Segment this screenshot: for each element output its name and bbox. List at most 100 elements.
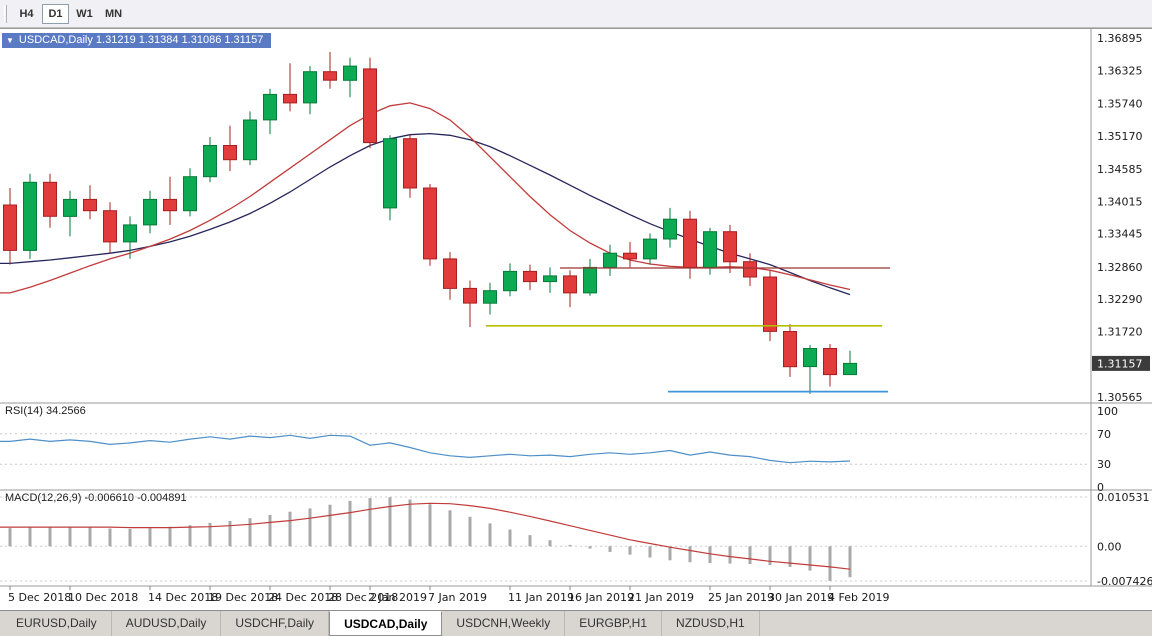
candle-down <box>323 51 337 89</box>
candle-down <box>763 270 777 342</box>
macd-histogram-bar <box>308 508 312 547</box>
macd-histogram-bar <box>108 528 112 547</box>
candle-up <box>603 244 617 276</box>
macd-histogram-bar <box>528 535 532 547</box>
candle-up <box>663 207 677 248</box>
separators <box>0 29 1152 587</box>
price-axis-label: 1.31720 <box>1097 326 1143 339</box>
chart-tab-eurgbp-h1[interactable]: EURGBP,H1 <box>565 611 663 636</box>
candle-up <box>183 168 197 217</box>
chart-tab-usdcad-daily[interactable]: USDCAD,Daily <box>329 611 443 636</box>
candle-up <box>143 190 157 234</box>
macd-histogram-bar <box>328 504 332 547</box>
candle-up <box>23 173 37 259</box>
current-price-text: 1.31157 <box>1097 357 1143 370</box>
macd-histogram-bar <box>228 521 232 547</box>
chart-canvas[interactable]: 1.36895 1.36325 1.35740 1.35170 1.34585 1.340… <box>0 29 1152 611</box>
macd-histogram-bar <box>268 515 272 547</box>
macd-histogram-bar <box>708 546 712 564</box>
candle-down <box>523 264 537 291</box>
macd-signal-line <box>0 502 851 570</box>
one-click-trading-arrow-icon[interactable]: ▼ <box>6 36 14 45</box>
macd-histogram-bar <box>568 544 572 547</box>
macd-histogram-bar <box>768 546 772 565</box>
macd-histogram-bar <box>288 511 292 547</box>
rsi-axis-label: 70 <box>1097 428 1111 441</box>
timeframe-button-h4[interactable]: H4 <box>13 4 40 24</box>
macd-histogram-bar <box>188 525 192 547</box>
price-axis-label: 1.33445 <box>1097 228 1143 241</box>
price-axis[interactable]: 1.36895 1.36325 1.35740 1.35170 1.34585 1.340… <box>1097 32 1143 404</box>
chart-tab-bar: EURUSD,Daily AUDUSD,Daily USDCHF,Daily USDC… <box>0 610 1152 636</box>
candle-down <box>103 202 117 254</box>
chart-tab-usdcnh-weekly[interactable]: USDCNH,Weekly <box>442 611 566 636</box>
macd-axis-label: 0.00 <box>1097 540 1122 553</box>
candle-down <box>823 344 837 387</box>
candle-down <box>43 173 57 228</box>
price-axis-label: 1.35170 <box>1097 130 1143 143</box>
candle-up <box>803 345 817 394</box>
macd-histogram-bar <box>348 500 352 547</box>
macd-histogram-bar <box>28 527 32 547</box>
macd-histogram-bar <box>68 526 72 547</box>
chart-tab-eurusd-daily[interactable]: EURUSD,Daily <box>2 611 112 636</box>
timeframe-toolbar: H4 D1 W1 MN <box>0 0 1152 28</box>
macd-histogram-bar <box>388 497 392 547</box>
candle-up <box>343 57 357 98</box>
date-axis-label: 16 Jan 2019 <box>568 591 634 604</box>
rsi-panel: 100 70 30 0 <box>0 405 1118 494</box>
chart-tab-nzdusd-h1[interactable]: NZDUSD,H1 <box>662 611 760 636</box>
rsi-axis-label: 0 <box>1097 481 1104 494</box>
macd-histogram-bar <box>548 540 552 547</box>
price-axis-label: 1.32860 <box>1097 261 1143 274</box>
candle-up <box>843 350 857 376</box>
date-axis-label: 19 Dec 2018 <box>208 591 278 604</box>
rsi-indicator-label: RSI(14) 34.2566 <box>5 405 86 417</box>
timeframe-button-d1[interactable]: D1 <box>42 3 69 24</box>
candle-down <box>623 241 637 268</box>
macd-histogram-bar <box>728 546 732 564</box>
date-axis-label: 14 Dec 2018 <box>148 591 218 604</box>
price-axis-label: 1.32290 <box>1097 293 1143 306</box>
main-price-chart <box>0 51 890 394</box>
timeframe-button-mn[interactable]: MN <box>100 4 127 24</box>
chart-tab-usdchf-daily[interactable]: USDCHF,Daily <box>221 611 330 636</box>
macd-histogram-bar <box>648 546 652 558</box>
rsi-axis-label: 100 <box>1097 405 1118 418</box>
candle-down <box>363 57 377 149</box>
macd-histogram-bar <box>668 546 672 561</box>
macd-histogram-bar <box>168 526 172 547</box>
chart-tab-audusd-daily[interactable]: AUDUSD,Daily <box>112 611 222 636</box>
date-axis-label: 7 Jan 2019 <box>428 591 487 604</box>
candle-up <box>303 66 317 115</box>
candle-up <box>583 258 597 296</box>
current-price-badge: 1.31157 <box>1092 355 1150 371</box>
date-axis-label: 30 Jan 2019 <box>768 591 834 604</box>
macd-histogram-bar <box>408 499 412 547</box>
timeframe-button-w1[interactable]: W1 <box>71 4 98 24</box>
candle-down <box>223 125 237 171</box>
macd-histogram-bar <box>848 546 852 578</box>
macd-histogram-bar <box>788 546 792 567</box>
macd-histogram-bar <box>88 527 92 547</box>
date-axis-label: 4 Feb 2019 <box>828 591 889 604</box>
candle-down <box>423 184 437 266</box>
macd-histogram-bar <box>208 522 212 547</box>
price-axis-label: 1.34585 <box>1097 163 1143 176</box>
candle-down <box>283 63 297 112</box>
date-axis-label: 11 Jan 2019 <box>508 591 574 604</box>
candle-up <box>263 88 277 135</box>
toolbar-grip[interactable] <box>4 4 7 23</box>
price-axis-label: 1.36325 <box>1097 64 1143 77</box>
macd-histogram-bar <box>588 546 592 549</box>
chart-title: USDCAD,Daily 1.31219 1.31384 1.31086 1.3… <box>18 34 264 46</box>
price-axis-label: 1.35740 <box>1097 98 1143 111</box>
macd-axis-label: 0.010531 <box>1097 491 1150 504</box>
macd-histogram-bar <box>628 546 632 555</box>
date-axis-label: 25 Jan 2019 <box>708 591 774 604</box>
candle-up <box>503 263 517 297</box>
date-axis-label: 24 Dec 2018 <box>268 591 338 604</box>
date-axis-label: 28 Dec 2018 <box>328 591 398 604</box>
date-axis-label: 21 Jan 2019 <box>628 591 694 604</box>
